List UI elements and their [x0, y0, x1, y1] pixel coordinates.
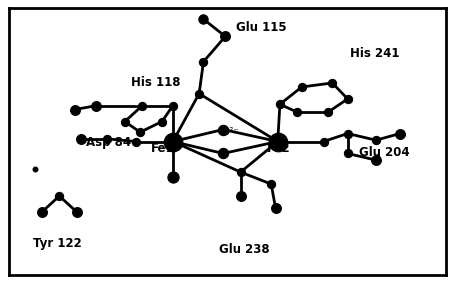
Text: Fe2: Fe2: [267, 142, 290, 155]
Text: Fe1: Fe1: [151, 142, 175, 155]
Point: [294, 110, 301, 115]
Point: [73, 210, 81, 214]
Point: [32, 167, 39, 172]
Point: [396, 131, 404, 136]
Point: [324, 110, 332, 115]
Point: [298, 85, 305, 89]
Point: [329, 81, 336, 85]
Point: [237, 170, 244, 174]
Text: His 118: His 118: [131, 76, 181, 89]
Text: His 241: His 241: [350, 47, 399, 60]
Point: [219, 151, 227, 156]
Text: Glu 238: Glu 238: [219, 243, 269, 256]
Point: [71, 107, 78, 112]
Point: [237, 194, 244, 198]
Point: [372, 158, 379, 162]
Point: [139, 103, 146, 108]
Point: [77, 137, 85, 141]
Text: Asp 84: Asp 84: [86, 136, 131, 149]
Point: [200, 17, 207, 22]
Point: [104, 137, 111, 141]
Point: [222, 34, 229, 39]
Point: [272, 206, 279, 210]
Point: [169, 175, 177, 180]
Text: Glu 115: Glu 115: [236, 21, 287, 34]
Point: [56, 194, 63, 198]
Point: [344, 97, 351, 101]
Point: [320, 139, 327, 144]
Point: [196, 91, 203, 96]
Point: [136, 130, 144, 134]
Point: [219, 127, 227, 132]
Point: [276, 102, 283, 106]
Point: [169, 103, 177, 108]
Point: [158, 119, 166, 124]
Point: [93, 103, 100, 108]
Point: [372, 138, 379, 142]
Point: [38, 210, 46, 214]
Text: Tyr 122: Tyr 122: [33, 237, 82, 250]
Point: [344, 131, 351, 136]
Text: O²⁻: O²⁻: [221, 127, 239, 137]
Point: [268, 182, 275, 186]
Point: [344, 151, 351, 156]
Point: [121, 119, 128, 124]
Point: [132, 139, 139, 144]
Text: Glu 204: Glu 204: [359, 146, 409, 159]
Point: [169, 139, 177, 144]
Point: [274, 139, 281, 144]
Point: [200, 59, 207, 64]
